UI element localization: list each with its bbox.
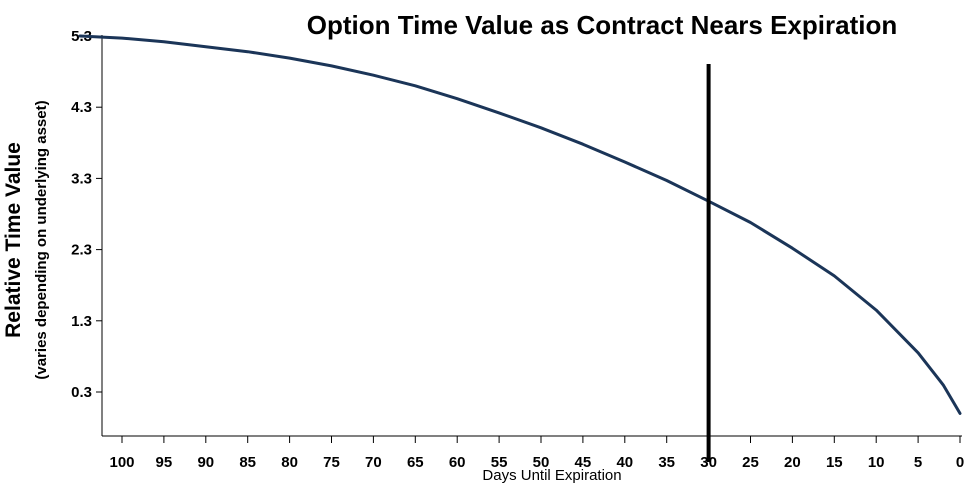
x-tick-label: 75 <box>323 454 340 471</box>
x-tick-label: 45 <box>575 454 592 471</box>
x-tick-label: 80 <box>281 454 298 471</box>
y-axis-ticks: 0.31.32.33.34.35.3 <box>71 28 102 401</box>
x-tick-label: 65 <box>407 454 424 471</box>
y-tick-label: 0.3 <box>71 384 92 401</box>
x-tick-label: 100 <box>109 454 134 471</box>
x-tick-label: 25 <box>742 454 759 471</box>
x-tick-label: 30 <box>700 454 717 471</box>
x-tick-label: 50 <box>533 454 550 471</box>
x-tick-label: 20 <box>784 454 801 471</box>
y-tick-label: 4.3 <box>71 99 92 116</box>
x-tick-label: 70 <box>365 454 382 471</box>
y-tick-label: 1.3 <box>71 313 92 330</box>
x-tick-label: 5 <box>914 454 922 471</box>
y-axis-label: Relative Time Value (varies depending on… <box>2 100 50 379</box>
x-axis-label: Days Until Expiration <box>482 467 621 484</box>
x-tick-label: 55 <box>491 454 508 471</box>
chart-title: Option Time Value as Contract Nears Expi… <box>307 10 897 40</box>
x-tick-label: 90 <box>197 454 214 471</box>
x-axis-ticks: 100 95 90 85 80 75 70 65 60 55 50 45 40 35 30 25 20 15 10 5… <box>109 436 964 471</box>
time-value-curve <box>78 34 962 415</box>
x-tick-label: 10 <box>868 454 885 471</box>
x-tick-label: 40 <box>616 454 633 471</box>
x-tick-label: 95 <box>156 454 173 471</box>
x-tick-label: 0 <box>956 454 964 471</box>
y-axis-label-main: Relative Time Value <box>2 142 25 338</box>
x-tick-label: 35 <box>658 454 675 471</box>
x-tick-label: 85 <box>239 454 256 471</box>
y-axis-label-sub: (varies depending on underlying asset) <box>33 100 50 379</box>
y-tick-label: 3.3 <box>71 170 92 187</box>
x-tick-label: 15 <box>826 454 843 471</box>
y-tick-label: 2.3 <box>71 242 92 259</box>
x-tick-label: 60 <box>449 454 466 471</box>
